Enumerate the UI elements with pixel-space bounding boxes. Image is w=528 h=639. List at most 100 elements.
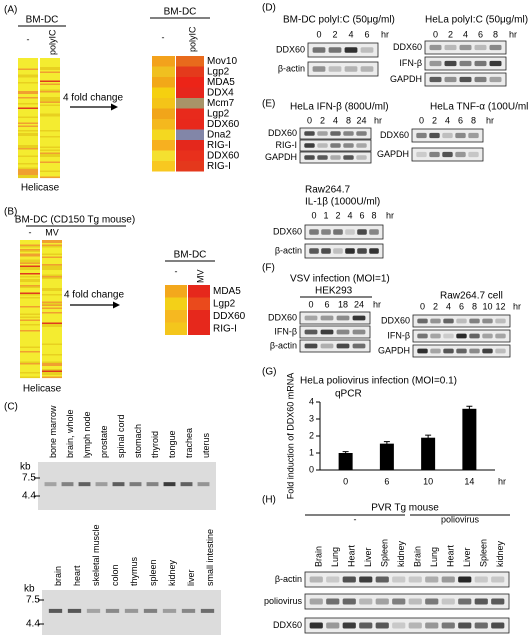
heatmap-row [18, 145, 38, 147]
heatmap-cell [152, 140, 175, 151]
label: Helicase [21, 183, 60, 194]
heatmap-cell [165, 310, 187, 323]
heatmap-row [42, 295, 62, 298]
band [375, 598, 389, 605]
band [441, 576, 455, 583]
heatmap-row [40, 125, 60, 128]
heatmap-row [42, 366, 62, 368]
label: 2 [332, 29, 337, 39]
heatmap-row [18, 166, 38, 168]
heatmap-row [20, 336, 40, 338]
band [317, 155, 328, 160]
label: DDX60 [213, 311, 246, 322]
heatmap-row [20, 295, 40, 298]
heatmap-row [18, 130, 38, 132]
heatmap-row [20, 339, 40, 341]
blot-strip [299, 151, 372, 164]
band [328, 66, 342, 72]
heatmap-row [40, 85, 60, 87]
heatmap-row [18, 155, 38, 158]
blot-strip [307, 61, 379, 77]
label: DDX60 [273, 226, 302, 236]
label: HeLa poliovirus infection (MOI=0.1) [300, 376, 457, 387]
heatmap-row [42, 342, 62, 344]
label: Spleen [479, 539, 489, 567]
y-tick-label: 1 [309, 447, 314, 457]
band [459, 60, 472, 67]
heatmap-row [20, 360, 40, 362]
heatmap-row [18, 152, 38, 155]
heatmap-cell [165, 322, 187, 335]
heatmap-row [40, 131, 60, 134]
heatmap-row [40, 145, 60, 147]
label: 6 [359, 210, 364, 220]
heatmap-row [20, 243, 40, 245]
label: (B) [4, 207, 17, 218]
heatmap-row [18, 134, 38, 137]
band [359, 622, 373, 629]
band [357, 229, 367, 235]
band [408, 576, 422, 583]
band [112, 482, 125, 487]
label: polyIC [47, 29, 57, 55]
heatmap-cell [176, 66, 204, 77]
heatmap-row [18, 140, 38, 143]
label: 10 [482, 301, 492, 311]
label: BM-DC [174, 250, 207, 261]
label: HeLa polyI:C (50μg/ml) [425, 15, 528, 26]
label: HEK293 [315, 286, 353, 297]
band [330, 143, 341, 148]
label: 6 [364, 29, 369, 39]
label: poliovirus [264, 596, 303, 606]
heatmap-row [42, 249, 62, 251]
heatmap-row [18, 97, 38, 99]
heatmap-row [18, 149, 38, 152]
band [352, 343, 366, 349]
heatmap-row [20, 286, 40, 289]
heatmap-row [20, 348, 40, 350]
heatmap-row [18, 103, 38, 105]
label: GAPDH [377, 149, 409, 159]
band [443, 318, 454, 324]
band [357, 248, 367, 254]
heatmap-row [42, 327, 62, 329]
heatmap-row [42, 309, 62, 311]
heatmap-row [40, 148, 60, 150]
heatmap-row [18, 158, 38, 161]
heatmap-row [40, 92, 60, 95]
label: DDX60 [207, 119, 240, 130]
heatmap-row [40, 146, 60, 149]
band [343, 131, 354, 136]
heatmap-row [20, 369, 40, 371]
label: 6 [478, 29, 483, 39]
heatmap-row [40, 82, 60, 84]
label: qPCR [335, 389, 362, 400]
heatmap-row [42, 313, 62, 316]
heatmap-row [20, 264, 40, 266]
label: thyroid [150, 431, 160, 458]
label: DDX4 [207, 88, 234, 99]
heatmap-row [18, 122, 38, 125]
heatmap-row [20, 319, 40, 322]
heatmap-row [40, 130, 60, 132]
heatmap-row [20, 255, 40, 257]
heatmap-row [42, 370, 62, 373]
heatmap-row [42, 316, 62, 319]
label: 4 [347, 210, 352, 220]
heatmap-cell [176, 98, 204, 109]
heatmap-cell [152, 87, 175, 98]
heatmap-row [20, 250, 40, 253]
blot-strip [304, 593, 510, 610]
heatmap-row [18, 85, 38, 87]
heatmap-row [20, 376, 40, 379]
band [474, 76, 487, 83]
label: RIG-I [276, 140, 298, 150]
heatmap-row [42, 351, 62, 353]
band [455, 151, 466, 158]
heatmap-row [42, 324, 62, 326]
heatmap-row [40, 109, 60, 111]
heatmap-row [20, 363, 40, 365]
heatmap-row [40, 127, 60, 129]
label: thymus [129, 556, 139, 586]
heatmap-row [42, 291, 62, 293]
